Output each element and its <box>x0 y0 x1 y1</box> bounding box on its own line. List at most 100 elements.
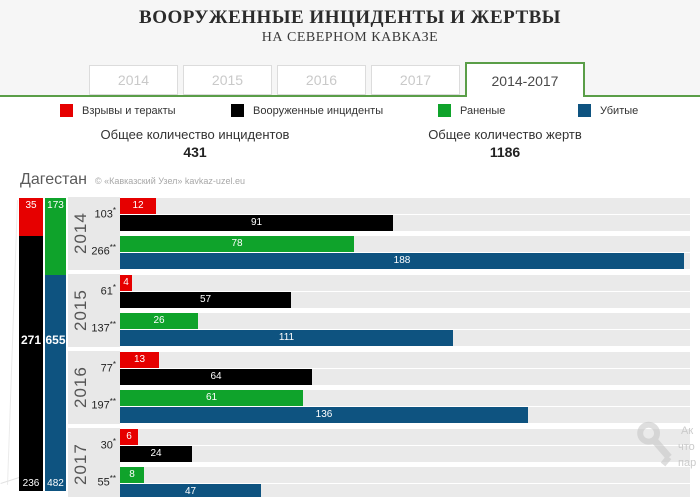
attribution: © «Кавказский Узел» kavkaz-uzel.eu <box>95 176 245 186</box>
tab-2014[interactable]: 2014 <box>89 65 178 95</box>
segment-value: 35 <box>25 200 37 211</box>
bar-track: 111 <box>120 330 690 346</box>
bar-Раненые: 26 <box>120 313 198 329</box>
watermark-line <box>7 200 18 485</box>
victims-year-total: 266** <box>91 243 116 258</box>
bar-value: 24 <box>150 448 162 459</box>
bar-track: 24 <box>120 446 690 462</box>
bar-value: 8 <box>129 469 135 480</box>
legend-swatch-icon <box>578 104 591 117</box>
legend-swatch-icon <box>60 104 73 117</box>
legend-item: Раненые <box>438 104 505 117</box>
bar-track: 6 <box>120 429 690 445</box>
legend-swatch-icon <box>438 104 451 117</box>
year-cell: 2014 103* 266** <box>68 197 120 270</box>
bar-value: 26 <box>153 315 165 326</box>
bar-track: 26 <box>120 313 690 329</box>
summary-column-incidents: 35 271 236 <box>19 198 43 491</box>
bar-track: 91 <box>120 215 690 231</box>
legend-label: Взрывы и теракты <box>82 104 176 117</box>
bar-value: 4 <box>123 277 129 288</box>
tab-2014-2017[interactable]: 2014-2017 <box>465 62 585 97</box>
legend: Взрывы и теракты Вооруженные инциденты Ран… <box>0 104 700 124</box>
bar-Убитые: 136 <box>120 407 528 423</box>
summary-column-victims: 173 655 482 <box>45 198 66 491</box>
legend-swatch-icon <box>231 104 244 117</box>
watermark-text: что <box>678 441 695 453</box>
segment-value: 173 <box>47 200 64 211</box>
bar-Взрывы и теракты: 6 <box>120 429 138 445</box>
totals-row: Общее количество инцидентов 431 Общее ко… <box>0 127 700 160</box>
bar-track: 47 <box>120 484 690 497</box>
summary-segment-armed-incidents <box>19 236 43 491</box>
total-incidents-value: 431 <box>183 144 207 160</box>
summary-segment-explosions: 35 <box>19 198 43 236</box>
watermark-text: Ак <box>681 425 694 437</box>
bar-Вооруженные инциденты: 91 <box>120 215 393 231</box>
bar-Убитые: 188 <box>120 253 684 269</box>
bars-group: 12 91 78 188 <box>120 197 690 270</box>
total-incidents-label: Общее количество инцидентов <box>100 127 290 142</box>
total-incidents-block: Общее количество инцидентов 431 <box>45 127 345 160</box>
victims-year-total: 197** <box>91 397 116 412</box>
total-victims-block: Общее количество жертв 1186 <box>375 127 635 160</box>
bar-value: 78 <box>231 238 243 249</box>
bar-Убитые: 47 <box>120 484 261 497</box>
victims-year-total: 137** <box>91 320 116 335</box>
summary-segment-killed <box>45 275 66 491</box>
incidents-year-total: 61* <box>100 283 116 298</box>
tab-2015[interactable]: 2015 <box>183 65 272 95</box>
year-block-2016: 2016 77* 197** 13 64 61 136 <box>68 351 690 424</box>
bar-track: 78 <box>120 236 690 252</box>
bar-Вооруженные инциденты: 24 <box>120 446 192 462</box>
victims-year-total: 55** <box>97 474 116 489</box>
bar-track: 136 <box>120 407 690 423</box>
bar-Вооруженные инциденты: 57 <box>120 292 291 308</box>
summary-total: 655 <box>45 332 66 347</box>
total-victims-label: Общее количество жертв <box>428 127 582 142</box>
bar-track: 188 <box>120 253 690 269</box>
page-subtitle: НА СЕВЕРНОМ КАВКАЗЕ <box>261 30 439 45</box>
watermark-text: пар <box>678 457 697 469</box>
year-cell: 2017 30* 55** <box>68 428 120 497</box>
bar-Взрывы и теракты: 12 <box>120 198 156 214</box>
bar-Взрывы и теракты: 13 <box>120 352 159 368</box>
bar-value: 91 <box>250 217 263 228</box>
year-cell: 2015 61* 137** <box>68 274 120 347</box>
bars-group: 6 24 8 47 <box>120 428 690 497</box>
summary-total: 271 <box>20 332 42 347</box>
legend-label: Раненые <box>460 104 506 117</box>
year-block-2015: 2015 61* 137** 4 57 26 111 <box>68 274 690 347</box>
legend-label: Вооруженные инциденты <box>253 104 384 117</box>
key-icon <box>637 421 672 467</box>
bar-track: 57 <box>120 292 690 308</box>
bar-value: 188 <box>393 255 411 266</box>
legend-label: Убитые <box>600 104 639 117</box>
tab-2017[interactable]: 2017 <box>371 65 460 95</box>
bar-value: 136 <box>315 409 333 420</box>
bar-track: 61 <box>120 390 690 406</box>
bar-Взрывы и теракты: 4 <box>120 275 132 291</box>
bars-group: 4 57 26 111 <box>120 274 690 347</box>
header: ВООРУЖЕННЫЕ ИНЦИДЕНТЫ И ЖЕРТВЫ НА СЕВЕРН… <box>0 0 700 97</box>
legend-item: Взрывы и теракты <box>60 104 176 117</box>
bar-value: 111 <box>278 332 295 343</box>
total-victims-value: 1186 <box>489 144 521 160</box>
legend-item: Убитые <box>578 104 638 117</box>
bar-Раненые: 78 <box>120 236 354 252</box>
bar-Раненые: 61 <box>120 390 303 406</box>
year-cell: 2016 77* 197** <box>68 351 120 424</box>
bar-value: 64 <box>210 371 222 382</box>
bar-track: 13 <box>120 352 690 368</box>
region-row: Дагестан © «Кавказский Узел» kavkaz-uzel… <box>20 171 245 189</box>
tab-2016[interactable]: 2016 <box>277 65 366 95</box>
bars-group: 13 64 61 136 <box>120 351 690 424</box>
bar-track: 12 <box>120 198 690 214</box>
bar-track: 4 <box>120 275 690 291</box>
bar-Вооруженные инциденты: 64 <box>120 369 312 385</box>
bar-Раненые: 8 <box>120 467 144 483</box>
bar-value: 47 <box>184 486 197 497</box>
region-name: Дагестан <box>20 171 87 188</box>
year-block-2017: 2017 30* 55** 6 24 8 47 <box>68 428 690 497</box>
